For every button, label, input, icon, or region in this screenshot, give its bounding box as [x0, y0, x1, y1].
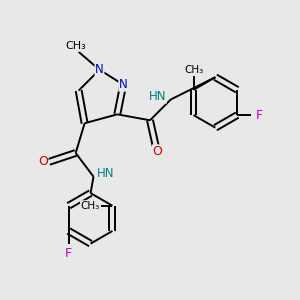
Text: F: F [65, 247, 72, 260]
Text: HN: HN [149, 90, 166, 103]
Text: F: F [256, 109, 263, 122]
Text: O: O [38, 155, 48, 168]
Text: O: O [152, 145, 162, 158]
Text: N: N [95, 63, 104, 76]
Text: CH₃: CH₃ [80, 201, 100, 211]
Text: N: N [119, 78, 128, 91]
Text: CH₃: CH₃ [184, 65, 203, 76]
Text: HN: HN [97, 167, 114, 180]
Text: CH₃: CH₃ [65, 41, 86, 51]
